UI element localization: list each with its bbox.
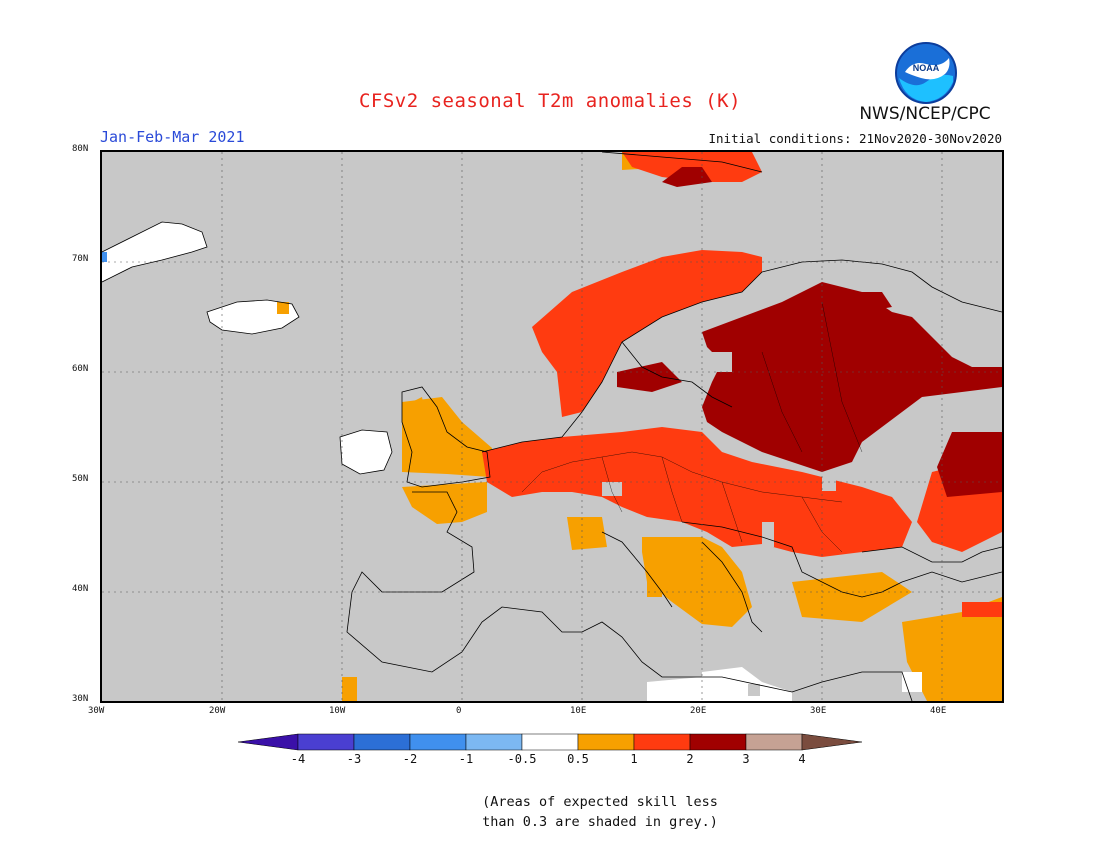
colorbar-label: 3: [742, 752, 750, 766]
colorbar-cell-6: [577, 733, 635, 751]
colorbar-cell-1: [297, 733, 355, 751]
colorbar-cell-8: [689, 733, 747, 751]
iceland-warm-cell: [277, 302, 289, 314]
lon-label-0: 0: [456, 706, 462, 716]
colorbar-label: -1: [458, 752, 474, 766]
lat-label-80n: 80N: [72, 144, 89, 154]
map-title: CFSv2 seasonal T2m anomalies (K): [358, 90, 742, 112]
lat-label-40n: 40N: [72, 584, 89, 594]
lon-label-40e: 40E: [930, 706, 947, 716]
colorbar-label: -0.5: [507, 752, 537, 766]
colorbar-cell-7: [633, 733, 691, 751]
colorbar: [238, 733, 862, 751]
graticule: [102, 152, 1002, 701]
colorbar-label: -4: [290, 752, 306, 766]
anomaly-darkred-regions: [617, 167, 1002, 497]
anomaly-red-regions: [482, 152, 1002, 617]
skill-note: (Areas of expected skill less than 0.3 a…: [482, 794, 718, 830]
lat-label-50n: 50N: [72, 474, 89, 484]
lon-label-10e: 10E: [570, 706, 587, 716]
lon-label-30e: 30E: [810, 706, 827, 716]
colorbar-cell-lowest: [238, 733, 299, 751]
greenland-neutral-area: [102, 222, 207, 282]
colorbar-cell-highest: [801, 733, 862, 751]
colorbar-cell-3: [409, 733, 467, 751]
country-borders: [521, 301, 863, 553]
colorbar-label: 2: [686, 752, 694, 766]
svg-text:NOAA: NOAA: [913, 63, 940, 73]
colorbar-label: -3: [346, 752, 362, 766]
lon-label-10w: 10W: [329, 706, 346, 716]
ireland-neutral-area: [340, 430, 392, 474]
forecast-period: Jan-Feb-Mar 2021: [100, 128, 245, 146]
anomaly-map: [100, 150, 1004, 703]
anomaly-map-canvas: [102, 152, 1002, 701]
lon-label-20w: 20W: [209, 706, 226, 716]
lon-label-30w: 30W: [88, 706, 105, 716]
coastlines: [102, 152, 1002, 701]
colorbar-label: 4: [798, 752, 806, 766]
lon-label-20e: 20E: [690, 706, 707, 716]
noaa-logo-icon: NOAA: [895, 42, 957, 104]
lat-label-30n: 30N: [72, 694, 89, 704]
north-africa-neutral-area: [647, 667, 922, 701]
colorbar-cell-9: [745, 733, 803, 751]
colorbar-cell-4: [465, 733, 523, 751]
colorbar-label: 1: [630, 752, 638, 766]
initial-conditions: Initial conditions: 21Nov2020-30Nov2020: [708, 131, 1003, 146]
agency-label: NWS/NCEP/CPC: [859, 104, 991, 124]
low-skill-patches: [602, 352, 836, 547]
lat-label-60n: 60N: [72, 364, 89, 374]
iceland-neutral-area: [207, 300, 299, 334]
greenland-edge-cold-cell: [102, 252, 107, 262]
anomaly-orange-regions: [342, 152, 1002, 701]
colorbar-cell-2: [353, 733, 411, 751]
colorbar-label: 0.5: [567, 752, 589, 766]
colorbar-cell-5: [521, 733, 579, 751]
colorbar-label: -2: [402, 752, 418, 766]
lat-label-70n: 70N: [72, 254, 89, 264]
libya-warm-cell: [748, 684, 760, 696]
